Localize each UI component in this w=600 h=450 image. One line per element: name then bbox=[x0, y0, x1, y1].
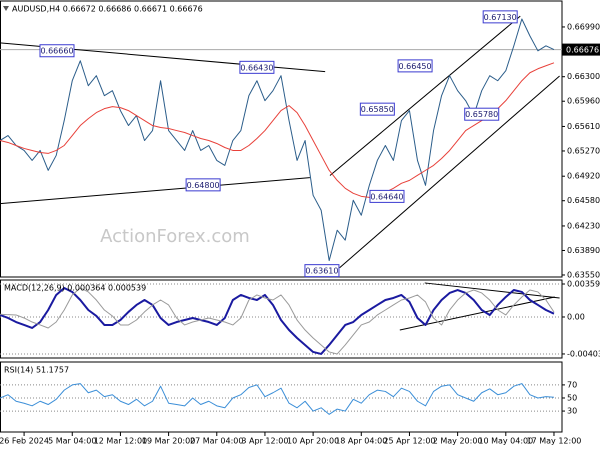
series-line bbox=[0, 287, 555, 355]
y-tick-label: 0.00 bbox=[567, 312, 585, 321]
y-tick-label: 50 bbox=[567, 393, 577, 402]
x-tick-label: 19 Mar 20:00 bbox=[142, 437, 195, 446]
x-tick-label: 10 Apr 20:00 bbox=[287, 437, 339, 446]
x-tick-label: 27 Mar 04:00 bbox=[190, 437, 243, 446]
y-tick-label: 0.63550 bbox=[567, 270, 600, 279]
y-tick-label: 0.65610 bbox=[567, 122, 600, 131]
trend-line bbox=[329, 15, 521, 176]
level-box bbox=[397, 59, 433, 73]
last-price-label: 0.66676 bbox=[566, 46, 599, 55]
panel-frame bbox=[0, 279, 563, 359]
y-tick-label: 0.65270 bbox=[567, 146, 600, 155]
level-label: 0.67130 bbox=[484, 13, 517, 22]
y-tick-label: 0.64920 bbox=[567, 172, 600, 181]
title-icon bbox=[3, 6, 9, 11]
x-tick-label: 18 Apr 04:00 bbox=[335, 437, 387, 446]
y-tick-label: 0.65960 bbox=[567, 97, 600, 106]
x-tick-label: 12 Mar 12:00 bbox=[94, 437, 147, 446]
y-tick-label: 0.64580 bbox=[567, 196, 600, 205]
y-tick-label: -0.00403 bbox=[567, 349, 600, 358]
x-tick-label: 5 Mar 04:00 bbox=[48, 437, 96, 446]
level-label: 0.64640 bbox=[370, 192, 403, 201]
x-tick-label: 26 Feb 2024 bbox=[0, 437, 49, 446]
y-tick-label: 0.64230 bbox=[567, 221, 600, 230]
x-tick-label: 25 Apr 12:00 bbox=[383, 437, 435, 446]
series-line bbox=[0, 18, 555, 262]
level-box bbox=[185, 178, 221, 192]
y-tick-label: 0.63890 bbox=[567, 246, 600, 255]
y-tick-label: 70 bbox=[567, 380, 577, 389]
level-box bbox=[239, 60, 275, 74]
y-tick-label: 30 bbox=[567, 407, 577, 416]
trend-line bbox=[339, 75, 560, 269]
level-label: 0.63610 bbox=[305, 267, 338, 276]
panel-title: AUDUSD,H4 0.66672 0.66686 0.66671 0.6667… bbox=[12, 5, 203, 14]
x-tick-label: 3 Apr 12:00 bbox=[241, 437, 288, 446]
level-box bbox=[369, 189, 405, 203]
level-label: 0.65850 bbox=[361, 105, 394, 114]
level-label: 0.66430 bbox=[240, 63, 273, 72]
x-tick-label: 10 May 04:00 bbox=[478, 437, 533, 446]
watermark: ActionForex.com bbox=[100, 226, 250, 247]
y-tick-label: 0.003595 bbox=[567, 279, 600, 288]
series-line bbox=[0, 286, 555, 355]
last-price-box bbox=[562, 43, 600, 56]
level-box bbox=[464, 107, 500, 121]
panel-title: MACD(12,26,9) 0.000364 0.000539 bbox=[4, 284, 146, 293]
y-tick-label: 0.66990 bbox=[567, 22, 600, 31]
x-tick-label: 2 May 20:00 bbox=[433, 437, 483, 446]
panel-frame bbox=[0, 0, 563, 278]
level-label: 0.64800 bbox=[187, 181, 220, 190]
trend-line bbox=[0, 177, 310, 205]
level-label: 0.66660 bbox=[40, 47, 73, 56]
trend-line bbox=[424, 282, 560, 299]
level-box bbox=[359, 102, 395, 116]
panel-title: RSI(14) 51.1757 bbox=[4, 366, 69, 375]
series-line bbox=[0, 383, 555, 415]
level-label: 0.65780 bbox=[465, 110, 498, 119]
level-label: 0.66450 bbox=[399, 62, 432, 71]
x-tick-label: 17 May 12:00 bbox=[527, 437, 582, 446]
level-box bbox=[304, 264, 340, 278]
panel-frame bbox=[0, 361, 563, 433]
level-box bbox=[39, 44, 75, 58]
y-tick-label: 0.66300 bbox=[567, 72, 600, 81]
level-box bbox=[482, 10, 518, 24]
series-line bbox=[0, 62, 555, 198]
